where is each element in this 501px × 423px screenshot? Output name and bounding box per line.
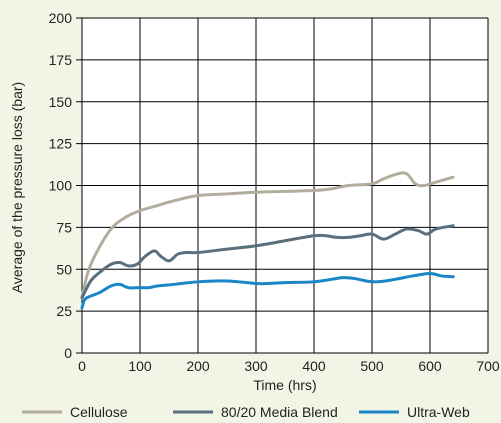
x-tick-label: 500 xyxy=(360,358,384,374)
y-tick-label: 25 xyxy=(56,303,72,319)
x-tick-label: 100 xyxy=(128,358,152,374)
legend-label-80-20-media-blend: 80/20 Media Blend xyxy=(221,404,338,420)
y-tick-label: 100 xyxy=(49,178,73,194)
x-axis-title: Time (hrs) xyxy=(253,377,316,393)
legend-label-ultra-web: Ultra-Web xyxy=(407,404,470,420)
y-tick-label: 50 xyxy=(56,261,72,277)
x-tick-label: 300 xyxy=(244,358,268,374)
y-tick-label: 200 xyxy=(49,10,73,26)
series-line-80-20-media-blend xyxy=(80,224,455,300)
series-group xyxy=(80,171,455,310)
legend: Cellulose 80/20 Media Blend Ultra-Web xyxy=(22,404,470,420)
y-tick-label: 150 xyxy=(49,94,73,110)
y-axis-title: Average of the pressure loss (bar) xyxy=(9,82,25,293)
x-axis-ticks: 0 100 200 300 400 500 600 700 xyxy=(78,358,500,374)
series-line-cellulose xyxy=(80,171,455,300)
y-tick-label: 0 xyxy=(64,345,72,361)
x-tick-label: 700 xyxy=(476,358,500,374)
y-axis-ticks: 0 25 50 75 100 125 150 175 200 xyxy=(49,10,82,361)
y-tick-label: 125 xyxy=(49,136,73,152)
x-tick-label: 200 xyxy=(186,358,210,374)
x-tick-label: 600 xyxy=(418,358,442,374)
x-tick-label: 400 xyxy=(302,358,326,374)
x-tick-label: 0 xyxy=(78,358,86,374)
legend-label-cellulose: Cellulose xyxy=(70,404,128,420)
y-tick-label: 75 xyxy=(56,219,72,235)
y-tick-label: 175 xyxy=(49,52,73,68)
series-line-ultra-web xyxy=(80,271,455,310)
